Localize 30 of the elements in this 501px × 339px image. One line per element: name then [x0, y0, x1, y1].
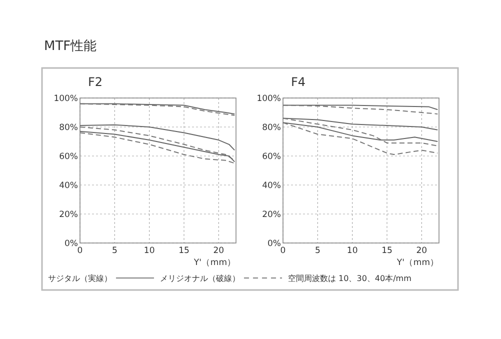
y-tick-label: 0% [268, 239, 281, 249]
y-tick-label: 0% [64, 239, 78, 249]
text: メリジオナル（破線） [160, 274, 240, 283]
x-axis-title: Y'（mm） [396, 258, 439, 268]
x-tick-label: 10 [346, 246, 358, 256]
text: 空間周波数は 10、30、40本/mm [288, 274, 412, 283]
x-tick-label: 5 [112, 246, 118, 256]
y-tick-label: 60% [262, 152, 281, 162]
y-tick-label: 20% [262, 210, 281, 220]
x-tick-label: 10 [144, 246, 155, 256]
y-tick-label: 80% [59, 123, 78, 133]
x-tick-label: 20 [416, 246, 428, 256]
x-tick-label: 5 [314, 246, 320, 256]
text: サジタル（実線） [48, 274, 112, 283]
text: MTF性能 [44, 39, 97, 54]
chart-title: F4 [291, 75, 306, 89]
x-tick-label: 0 [280, 246, 286, 256]
y-tick-label: 40% [59, 181, 78, 191]
x-tick-label: 0 [77, 246, 83, 256]
x-tick-label: 20 [213, 246, 224, 256]
y-tick-label: 100% [256, 94, 281, 104]
x-tick-label: 15 [382, 246, 392, 256]
y-tick-label: 40% [262, 181, 281, 191]
x-axis-title: Y'（mm） [192, 258, 236, 268]
y-tick-label: 80% [262, 123, 281, 133]
y-tick-label: 20% [59, 210, 78, 220]
y-tick-label: 100% [54, 94, 78, 104]
y-tick-label: 60% [59, 152, 78, 162]
chart-title: F2 [88, 75, 103, 89]
x-tick-label: 15 [178, 246, 190, 256]
